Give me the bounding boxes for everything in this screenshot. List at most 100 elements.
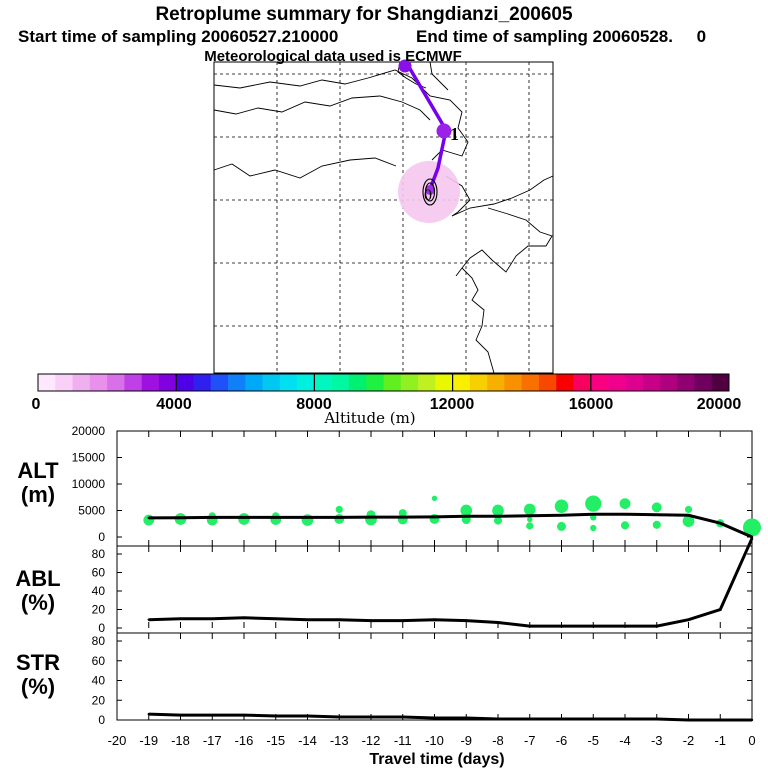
met-data-text: Meteorological data used is ECMWF [204,48,462,65]
colorbar-swatch [279,374,298,391]
altitude-cluster-point [619,498,631,510]
altitude-colorbar [37,373,730,392]
x-tick-label: -10 [425,733,444,748]
str-point [147,712,150,716]
alt-mean-point [719,522,722,525]
x-tick-label: 0 [748,733,755,748]
trajectory-marker-start [398,59,412,73]
figure-title: Retroplume summary for Shangdianzi_20060… [155,4,573,25]
abl-point [211,617,214,620]
alt-mean-point [242,516,246,519]
marker-label-day1: 1 [450,124,459,144]
str-point [560,717,563,721]
y-tick-label: 0 [98,530,105,544]
colorbar-tick: 12000 [430,396,475,413]
x-tick-label: -11 [394,733,412,748]
str-point [623,717,627,721]
altitude-cluster-point [620,521,630,530]
altitude-cluster-point [492,504,504,517]
colorbar-swatch [418,374,436,391]
alt-mean-point [528,514,531,517]
colorbar-swatch [193,374,212,391]
colorbar-tick-labels: 0 4000 8000 12000 16000 20000 [32,396,742,413]
x-tick-label: -19 [139,733,158,748]
abl-point [623,624,627,628]
abl-point [401,619,404,622]
altitude-cluster-point [590,524,597,532]
colorbar-swatch [348,374,367,391]
alt-mean-point [306,516,309,519]
colorbar-tick: 8000 [296,396,332,413]
altitude-cluster-point [335,505,343,514]
x-tick-label: -15 [266,733,285,748]
colorbar-swatch [55,374,73,391]
alt-mean-point [687,514,690,517]
abl-point [369,619,373,622]
y-tick-label: 60 [92,566,106,580]
colorbar-swatch [124,374,142,391]
colorbar-swatch [107,374,125,391]
str-panel-label: STR [16,650,60,675]
x-tick-label: -1 [714,733,726,748]
colorbar-swatch [400,374,419,391]
y-tick-label: 0 [98,713,105,727]
colorbar-tick: 20000 [697,396,742,413]
abl-panel: 0 20 40 60 80 [92,537,754,635]
colorbar-tick: 4000 [156,396,192,413]
str-line [148,712,752,722]
abl-point [147,618,150,621]
x-tick-label: -18 [171,733,190,748]
x-axis-label: Travel time (days) [369,751,504,768]
x-tick-label: -7 [524,733,536,748]
colorbar-swatch [262,374,281,391]
altitude-cluster-point [590,514,597,521]
altitude-cluster-point [557,521,566,531]
x-tick-label: -12 [362,733,381,748]
abl-point [655,624,658,628]
map-gridlines [214,62,553,373]
y-tick-label: 15000 [72,451,106,465]
map-borders [213,61,554,374]
str-point [750,718,754,722]
alt-mean-point [465,515,468,518]
abl-point [179,617,182,620]
x-tick-label: -4 [619,733,631,748]
start-time-text: Start time of sampling 20060527.210000 [18,27,338,46]
altitude-cluster-point [652,520,661,529]
colorbar-swatch [245,374,263,391]
x-tick-label: -16 [235,733,254,748]
str-point [211,713,214,717]
colorbar-swatch [642,374,661,391]
y-tick-label: 20000 [72,424,106,438]
abl-panel-unit: (%) [21,590,55,615]
altitude-cluster-point [431,495,438,502]
alt-mean-line [148,512,753,539]
str-point [655,717,658,721]
colorbar-swatch [38,374,56,391]
source-contours [422,178,438,206]
str-point [528,717,531,721]
y-tick-label: 40 [92,674,106,688]
altitude-cluster-point [684,505,693,514]
alt-mean-point [592,513,595,516]
str-point [306,714,309,718]
y-tick-label: 60 [92,654,106,668]
altitude-cluster-point [238,513,250,525]
y-tick-label: 80 [92,634,106,648]
colorbar-swatch [314,374,332,391]
str-point [179,713,182,717]
x-tick-label: -13 [330,733,349,748]
x-tick-label: -9 [460,733,472,748]
abl-point [496,621,500,624]
abl-point [528,624,531,628]
y-tick-label: 40 [92,584,106,598]
map-panel: 1 0 [213,59,554,374]
abl-point [274,617,277,620]
altitude-cluster-point [651,502,662,513]
str-point [719,718,722,722]
colorbar-swatch [89,374,108,391]
colorbar-title: Altitude (m) [323,409,415,427]
altitude-cluster-point [554,499,569,514]
alt-mean-point [496,515,500,518]
